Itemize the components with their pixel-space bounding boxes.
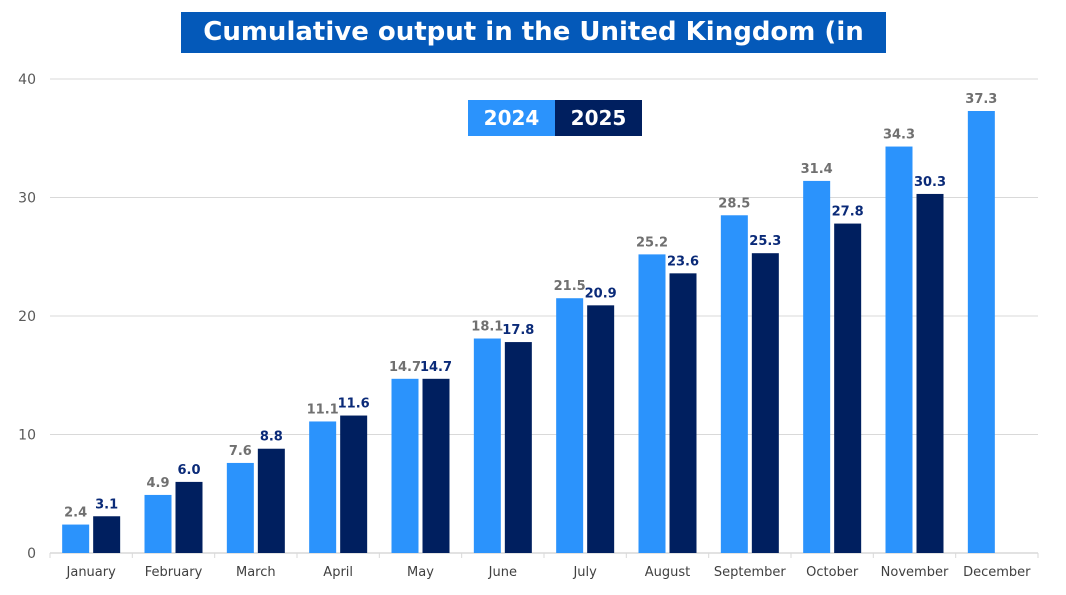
bar-2025 [257, 448, 285, 553]
x-tick-label: July [572, 565, 597, 580]
bar-2024 [473, 338, 501, 553]
bar-2024 [803, 180, 831, 553]
data-label-2024: 4.9 [146, 476, 169, 491]
x-tick-label: January [66, 565, 117, 580]
y-tick-label: 40 [18, 72, 36, 88]
data-label-2024: 14.7 [389, 360, 421, 375]
bar-2024 [885, 146, 913, 554]
data-label-2025: 6.0 [177, 463, 200, 478]
x-tick-label: March [236, 565, 276, 580]
bar-2025 [834, 223, 862, 553]
legend-item-2025: 2025 [555, 100, 642, 136]
data-label-2024: 21.5 [554, 279, 586, 294]
data-label-2024: 2.4 [64, 506, 87, 521]
x-tick-label: December [963, 565, 1031, 580]
bar-2025 [916, 193, 944, 553]
bar-2025 [340, 415, 368, 553]
bar-2025 [422, 378, 450, 553]
data-label-2025: 27.8 [832, 205, 864, 220]
data-label-2024: 28.5 [718, 196, 750, 211]
x-tick-label: April [323, 565, 353, 580]
y-tick-label: 30 [18, 191, 36, 207]
data-label-2025: 20.9 [585, 286, 617, 301]
x-tick-label: September [714, 565, 787, 580]
data-label-2024: 18.1 [471, 320, 503, 335]
data-label-2024: 34.3 [883, 128, 915, 143]
y-tick-label: 10 [18, 428, 36, 444]
x-tick-label: May [407, 565, 434, 580]
data-label-2024: 11.1 [307, 402, 339, 417]
legend: 2024 2025 [468, 100, 642, 136]
legend-item-2024: 2024 [468, 100, 555, 136]
chart-title: Cumulative output in the United Kingdom … [181, 12, 886, 88]
bar-2024 [144, 494, 172, 553]
data-label-2024: 37.3 [965, 92, 997, 107]
bar-2025 [93, 516, 121, 553]
data-label-2025: 3.1 [95, 497, 118, 512]
bar-2024 [556, 298, 584, 553]
data-label-2025: 14.7 [420, 360, 452, 375]
bar-2024 [309, 421, 337, 553]
bar-2024 [967, 110, 995, 554]
bar-2024 [638, 254, 666, 553]
x-tick-label: November [881, 565, 949, 580]
x-tick-label: October [806, 565, 859, 580]
x-tick-label: June [488, 565, 517, 580]
data-label-2025: 30.3 [914, 175, 946, 190]
data-label-2024: 25.2 [636, 235, 668, 250]
bar-2024 [226, 462, 254, 553]
data-label-2025: 17.8 [502, 323, 534, 338]
data-label-2025: 8.8 [260, 430, 283, 445]
y-tick-label: 0 [27, 546, 36, 562]
bar-2025 [504, 342, 532, 553]
bar-2025 [587, 305, 615, 553]
bar-2024 [720, 215, 748, 553]
bar-2024 [391, 378, 419, 553]
bar-2025 [175, 481, 203, 553]
data-label-2024: 31.4 [801, 162, 833, 177]
x-tick-label: February [145, 565, 203, 580]
data-label-2025: 25.3 [749, 234, 781, 249]
data-label-2024: 7.6 [229, 444, 252, 459]
data-label-2025: 23.6 [667, 254, 699, 269]
bar-2025 [669, 273, 697, 553]
bar-2024 [62, 524, 90, 553]
bar-2025 [751, 253, 779, 553]
y-tick-label: 20 [18, 309, 36, 325]
x-tick-label: August [645, 565, 691, 580]
data-label-2025: 11.6 [338, 397, 370, 412]
